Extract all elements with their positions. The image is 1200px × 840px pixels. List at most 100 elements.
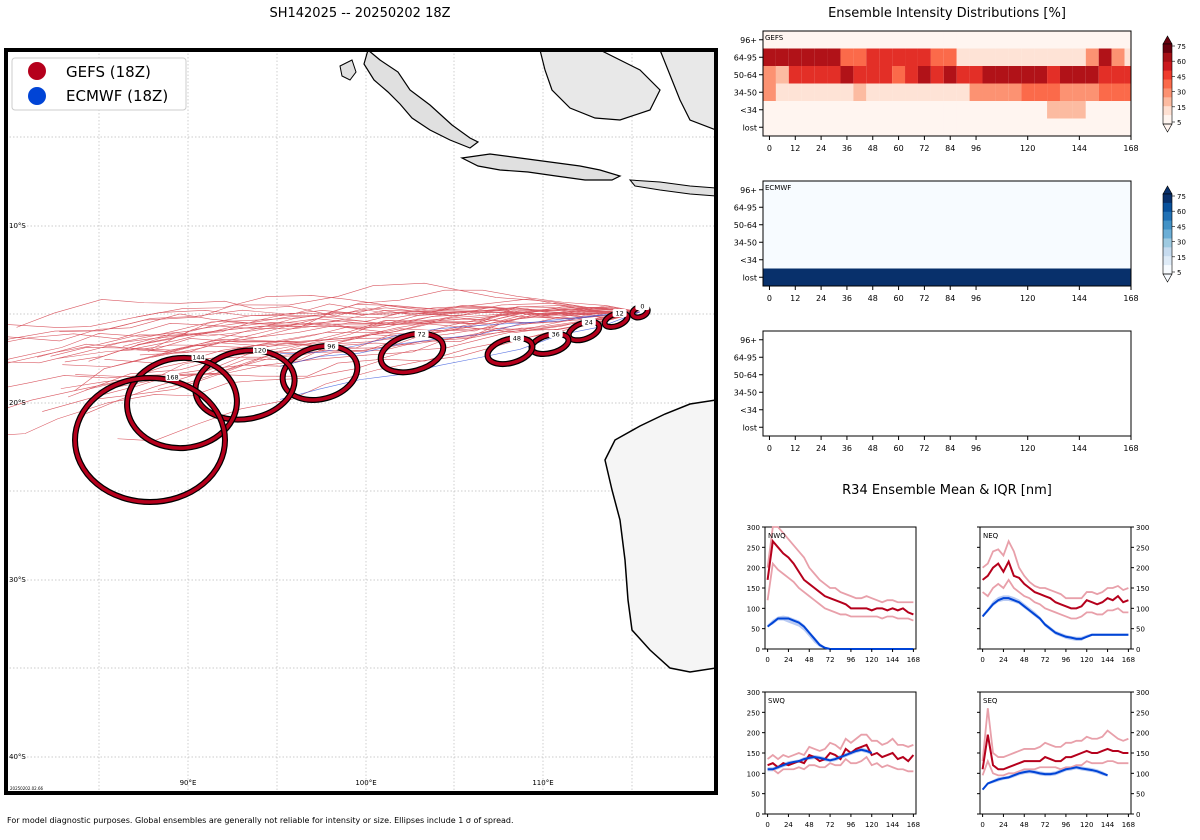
r34-x-tick-label: 144: [886, 656, 900, 664]
heatmap-cell: [788, 31, 802, 49]
heatmap-cell: [930, 101, 944, 119]
heatmap-cell: [866, 66, 880, 84]
heatmap-cell: [1059, 101, 1073, 119]
heatmap-cell: [995, 101, 1009, 119]
x-tick-label: 0: [767, 144, 772, 153]
heatmap-cell: [1034, 48, 1048, 67]
gefs-track-line: [6, 308, 641, 364]
colorbar-red-tick-label: 75: [1177, 43, 1186, 51]
x-tick-label: 144: [1072, 144, 1087, 153]
ellipse-label-bg: [324, 342, 339, 350]
x-tick-label: 60: [893, 444, 903, 453]
r34-x-tick-label: 120: [1080, 821, 1093, 829]
r34-y-tick-label: 150: [747, 585, 760, 593]
r34-quadrant-label: SEQ: [983, 697, 998, 705]
heatmap-cell: [905, 101, 918, 119]
r34-x-tick-label: 96: [846, 656, 855, 664]
colorbar-red-tick-label: 45: [1177, 73, 1186, 81]
gefs-q1-line: [766, 561, 914, 622]
x-tick-label: 84: [945, 294, 955, 303]
r34-y-tick-label: 100: [747, 605, 760, 613]
heatmap-cell: [840, 118, 854, 137]
r34-y-tick-label: 300: [747, 689, 760, 697]
x-tick-label: 36: [842, 444, 852, 453]
gefs-q1-line: [767, 755, 914, 775]
x-tick-label: 48: [868, 144, 878, 153]
r34-x-tick-label: 0: [765, 821, 769, 829]
heatmap-cell: [1059, 83, 1073, 102]
r34-x-tick-label: 24: [999, 821, 1008, 829]
heatmap-cell: [1008, 31, 1022, 49]
intensity-panel-empty: 96+ 64-95 50-64 34-50 <34 lost 0 12 24 36 48 60 72 84…: [734, 330, 1139, 453]
heatmap-cell: [866, 101, 880, 119]
x-tick-label: 36: [842, 144, 852, 153]
r34-frame: [764, 526, 917, 650]
y-tick-label: 96+: [740, 336, 757, 345]
ellipse-label-bg: [612, 309, 627, 317]
legend-label-ecmwf: ECMWF (18Z): [66, 87, 168, 105]
r34-y-tick-label: 150: [1136, 585, 1149, 593]
ecmwf-mean-line: [981, 766, 1108, 791]
heatmap-cell: [917, 83, 931, 102]
r34-y-tick-label: 250: [1136, 544, 1149, 552]
heatmap-cell: [1034, 83, 1048, 102]
heatmap-cell: [995, 118, 1009, 137]
heatmap-cell: [801, 118, 815, 137]
heatmap-cell: [814, 118, 828, 137]
colorbar-blue-arrow-top: [1162, 185, 1173, 195]
y-tick-label: 64-95: [734, 53, 757, 62]
heatmap-cell: [1111, 48, 1125, 67]
heatmap-cell: [1098, 118, 1112, 137]
ellipse-label: 12: [615, 310, 623, 318]
heatmap-cell: [1085, 48, 1099, 67]
map-background: [6, 50, 716, 793]
heatmap-cell: [775, 48, 789, 67]
r34-x-tick-label: 144: [1101, 656, 1115, 664]
colorbar-red-swatch: [1163, 61, 1172, 71]
heatmap-cell: [956, 101, 970, 119]
ecmwf-iqr-band: [767, 747, 872, 772]
r34-x-tick-label: 48: [805, 656, 814, 664]
r34-x-tick-label: 0: [980, 821, 984, 829]
gefs-mean-line: [981, 734, 1129, 771]
heatmap-cell: [1098, 48, 1112, 67]
heatmap-cell: [1111, 118, 1125, 137]
heatmap-cell: [1124, 101, 1131, 119]
heatmap-cell: [905, 66, 918, 84]
lon-label-100e: 100°E: [355, 779, 376, 787]
colorbar-blue-tick-label: 5: [1177, 269, 1181, 277]
heatmap-cell: [1059, 48, 1073, 67]
heatmap-cell: [1085, 31, 1099, 49]
heatmap-cell: [840, 48, 854, 67]
gefs-track-line: [147, 311, 641, 352]
heatmap-cell: [1034, 118, 1048, 137]
r34-x-tick-label: 24: [999, 656, 1008, 664]
heatmap-cell: [1008, 101, 1022, 119]
x-tick-label: 36: [842, 294, 852, 303]
heatmap-cell: [879, 118, 893, 137]
heatmap-cell: [814, 48, 828, 67]
colorbar-red-swatch: [1163, 106, 1172, 116]
y-tick-label: 64-95: [734, 353, 757, 362]
lon-label-90e: 90°E: [180, 779, 197, 787]
r34-y-tick-label: 200: [747, 565, 760, 573]
heatmap-cell: [1008, 48, 1022, 67]
colorbar-red-tick-label: 30: [1177, 89, 1186, 97]
x-tick-label: 72: [919, 144, 929, 153]
y-tick-label: lost: [743, 123, 757, 132]
heatmap-cell: [1047, 101, 1060, 119]
panel-label: GEFS: [765, 34, 784, 42]
gefs-q3-line: [981, 708, 1129, 762]
r34-y-tick-label: 0: [756, 811, 760, 819]
r34-x-tick-label: 48: [1020, 821, 1029, 829]
r34-x-tick-label: 72: [1041, 821, 1050, 829]
heatmap-cell: [1072, 48, 1086, 67]
x-tick-label: 120: [1020, 294, 1035, 303]
lon-label-110e: 110°E: [532, 779, 553, 787]
heatmap-cell: [866, 118, 880, 137]
heatmap-cell: [1034, 31, 1048, 49]
heatmap-cell: [1085, 101, 1099, 119]
y-tick-label: 34-50: [734, 238, 757, 247]
heatmap-cell: [930, 83, 944, 102]
